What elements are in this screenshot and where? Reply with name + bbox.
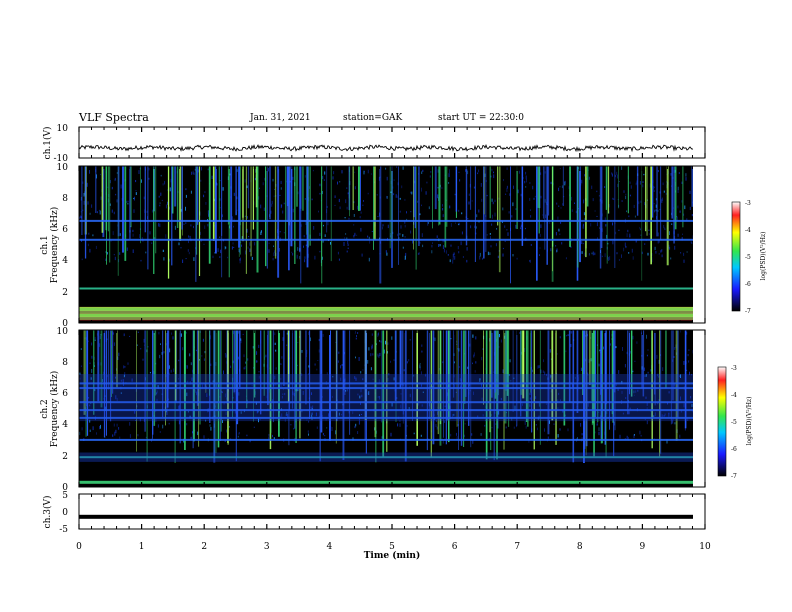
ch3-ytick-minus5: -5 <box>59 525 68 535</box>
ch1-ytick-bottom: -10 <box>54 154 69 164</box>
ch2-nodata-strip <box>693 330 705 487</box>
xtick-label-10: 10 <box>699 542 711 552</box>
ch2-spectrogram-panel: 0 2 4 6 8 10 ch.2 Frequency (kHz) <box>40 327 706 493</box>
ch1-cbar-tick-m4: -4 <box>745 227 751 234</box>
ch1-cbar-tick-m5: -5 <box>745 254 751 261</box>
ch1-cbar-tick-m6: -6 <box>745 281 751 288</box>
ch3-volt-label: ch.3(V) <box>42 496 53 529</box>
ch2-cbar-tick-m5: -5 <box>731 419 737 426</box>
ch1-volt-label: ch.1(V) <box>42 127 53 160</box>
ch2-freq-tick-6: 6 <box>62 389 68 399</box>
xtick-label-3: 3 <box>264 542 270 552</box>
chart-title: VLF Spectra <box>79 111 149 124</box>
ch2-spectrogram-content <box>79 330 694 484</box>
ch2-colorbar-gradient <box>717 366 727 477</box>
ch2-cbar-tick-m4: -4 <box>731 392 737 399</box>
station-label: station=GAK <box>343 113 403 123</box>
time-axis-labels: 0 1 2 3 4 5 6 7 8 9 10 Time (min) <box>76 542 711 561</box>
ch1-ytick-top: 10 <box>57 124 69 134</box>
ch1-freq-tick-0: 0 <box>62 319 68 329</box>
ch1-colorbar: -3 -4 -5 -6 -7 log(PSD)(V²/Hz) <box>731 200 767 315</box>
ch3-waveform-panel: 5 0 -5 ch.3(V) <box>42 491 706 535</box>
xtick-label-7: 7 <box>514 542 520 552</box>
ch1-nodata-strip <box>693 166 705 323</box>
ch2-colorbar-label: log(PSD)(V²/Hz) <box>746 397 753 446</box>
ch1-trace <box>78 143 694 153</box>
ch2-cbar-tick-m3: -3 <box>731 365 737 372</box>
ch3-trace <box>79 514 693 519</box>
ch2-colorbar: -3 -4 -5 -6 -7 log(PSD)(V²/Hz) <box>717 365 753 480</box>
xtick-label-6: 6 <box>452 542 458 552</box>
ch1-colorbar-gradient <box>731 201 741 312</box>
ch2-freq-tick-8: 8 <box>62 358 68 368</box>
ch1-freq-tick-10: 10 <box>57 163 69 173</box>
ch1-freq-tick-4: 4 <box>62 256 68 266</box>
ch1-channel-label: ch.1 <box>40 235 50 254</box>
ch1-freq-tick-2: 2 <box>62 288 68 298</box>
ch1-freq-tick-6: 6 <box>62 225 68 235</box>
ch2-freq-label: Frequency (kHz) <box>49 371 60 448</box>
ch1-cbar-tick-m3: -3 <box>745 200 751 207</box>
xtick-label-2: 2 <box>201 542 207 552</box>
date-label: Jan. 31, 2021 <box>250 113 311 123</box>
start-time-label: start UT = 22:30:0 <box>438 113 524 123</box>
xtick-label-1: 1 <box>139 542 145 552</box>
xtick-label-8: 8 <box>577 542 583 552</box>
xtick-label-4: 4 <box>327 542 333 552</box>
ch2-freq-tick-4: 4 <box>62 420 68 430</box>
ch2-cbar-tick-m7: -7 <box>731 473 737 480</box>
ch1-waveform-panel: 10 -10 ch.1(V) <box>42 124 706 164</box>
ch2-freq-tick-10: 10 <box>57 327 69 337</box>
ch1-waveform-frame <box>78 126 706 159</box>
ch2-freq-tick-0: 0 <box>62 483 68 493</box>
ch1-colorbar-label: log(PSD)(V²/Hz) <box>760 232 767 281</box>
ch2-cbar-tick-m6: -6 <box>731 446 737 453</box>
x-axis-title: Time (min) <box>364 550 421 561</box>
xtick-label-9: 9 <box>640 542 646 552</box>
ch3-waveform-frame <box>78 493 706 530</box>
ch3-ytick-5: 5 <box>62 491 68 501</box>
ch1-freq-tick-8: 8 <box>62 194 68 204</box>
ch2-freq-tick-2: 2 <box>62 452 68 462</box>
ch1-freq-label: Frequency (kHz) <box>49 207 60 284</box>
ch1-cbar-tick-m7: -7 <box>745 308 751 315</box>
xtick-label-5: 5 <box>389 542 395 552</box>
ch1-spectrogram-panel: 0 2 4 6 8 10 ch.1 Frequency (kHz) <box>40 163 706 329</box>
ch2-channel-label: ch.2 <box>40 399 50 418</box>
xtick-label-0: 0 <box>76 542 82 552</box>
ch3-ytick-0: 0 <box>62 508 68 518</box>
ch1-spectrogram-content <box>79 166 694 321</box>
time-axis-ticks <box>78 127 706 529</box>
